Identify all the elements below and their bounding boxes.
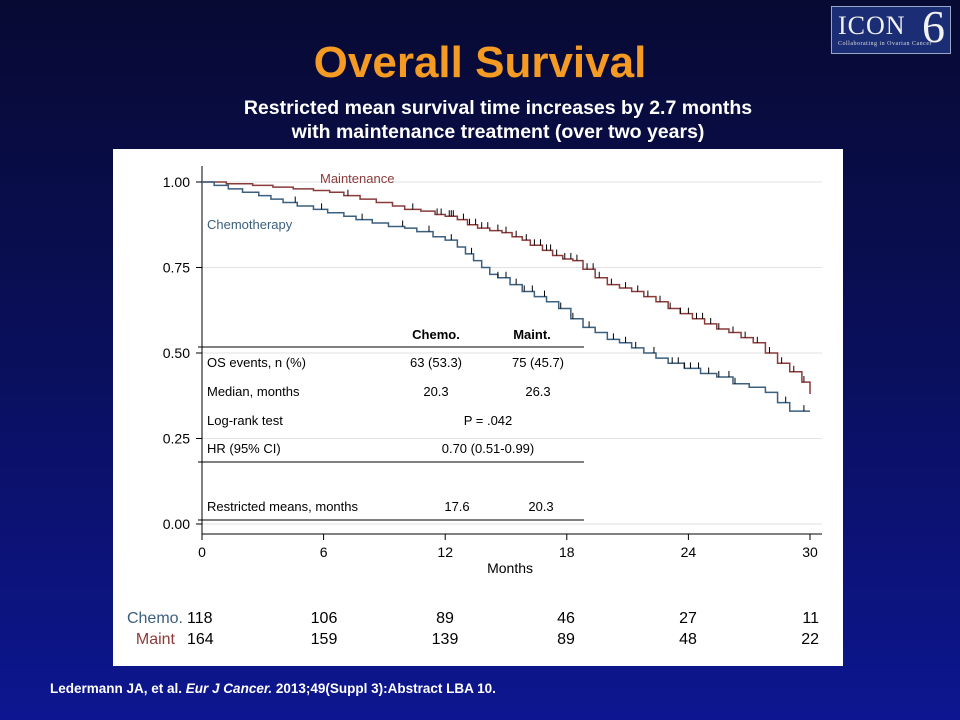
at-risk-label-maint: Maint: [136, 631, 176, 648]
table-row-label: Restricted means, months: [207, 499, 359, 514]
x-tick-label: 0: [198, 544, 206, 560]
y-tick-label: 0.00: [163, 516, 190, 532]
table-cell-chemo: 20.3: [423, 384, 448, 399]
at-risk-maint-value: 22: [801, 631, 819, 648]
maintenance-curve: [202, 181, 811, 395]
at-risk-chemo-value: 118: [187, 610, 213, 627]
logo-number: 6: [922, 1, 945, 52]
subtitle-line-1: Restricted mean survival time increases …: [243, 97, 753, 119]
slide-subtitle: Restricted mean survival time increases …: [0, 96, 960, 144]
slide-title: Overall Survival: [313, 38, 647, 87]
at-risk-chemo-value: 46: [557, 610, 575, 627]
at-risk-chemo-value: 89: [436, 610, 454, 627]
x-tick-label: 12: [437, 544, 453, 560]
table-cell-maint: 26.3: [525, 384, 550, 399]
km-chart: 0.00 0.25 0.50 0.75 1.00 0 6 12 18 24 30 Months Main…: [127, 166, 822, 648]
at-risk-chemo-value: 106: [311, 610, 338, 627]
x-tick-label: 18: [559, 544, 575, 560]
x-axis-label: Months: [487, 560, 533, 576]
table-row-label: HR (95% CI): [207, 441, 281, 456]
at-risk-maint-value: 139: [432, 631, 459, 648]
y-tick-label: 1.00: [163, 174, 190, 190]
table-cell-maint: 20.3: [528, 499, 553, 514]
subtitle-line-2: with maintenance treatment (over two yea…: [291, 121, 705, 143]
table-cell-combined: 0.70 (0.51-0.99): [442, 441, 535, 456]
table-row-label: OS events, n (%): [207, 355, 306, 370]
y-tick-label: 0.25: [163, 431, 190, 447]
chart-panel: 0.00 0.25 0.50 0.75 1.00 0 6 12 18 24 30 Months Main…: [113, 149, 843, 666]
at-risk-maint-value: 159: [311, 631, 338, 648]
logo-tagline: Collaborating in Ovarian Cancer: [838, 41, 932, 47]
at-risk-chemo-value: 27: [679, 610, 697, 627]
table-header-maint: Maint.: [513, 327, 551, 342]
series-label-maintenance: Maintenance: [320, 171, 394, 186]
table-cell-combined: P = .042: [464, 413, 513, 428]
at-risk-maint-value: 164: [187, 631, 214, 648]
table-row-label: Median, months: [207, 384, 300, 399]
series-label-chemotherapy: Chemotherapy: [207, 217, 293, 232]
logo-text: ICON: [838, 11, 906, 40]
citation-details: 2013;49(Suppl 3):Abstract LBA 10.: [272, 681, 496, 696]
table-row-label: Log-rank test: [207, 413, 283, 428]
at-risk-maint-value: 89: [557, 631, 575, 648]
at-risk-chemo-value: 11: [802, 610, 819, 627]
x-tick-label: 6: [320, 544, 328, 560]
y-tick-label: 0.75: [163, 260, 190, 276]
citation-journal: Eur J Cancer.: [185, 681, 273, 696]
at-risk-label-chemo: Chemo.: [127, 610, 183, 627]
x-tick-label: 24: [681, 544, 697, 560]
table-header-chemo: Chemo.: [412, 327, 460, 342]
table-cell-chemo: 17.6: [444, 499, 469, 514]
icon6-logo: ICON 6 Collaborating in Ovarian Cancer: [831, 1, 951, 54]
at-risk-maint-value: 48: [679, 631, 697, 648]
y-tick-label: 0.50: [163, 345, 190, 361]
citation: Ledermann JA, et al. Eur J Cancer. 2013;…: [50, 681, 496, 696]
table-cell-maint: 75 (45.7): [512, 355, 564, 370]
citation-authors: Ledermann JA, et al.: [50, 681, 186, 696]
x-tick-label: 30: [802, 544, 818, 560]
table-cell-chemo: 63 (53.3): [410, 355, 462, 370]
